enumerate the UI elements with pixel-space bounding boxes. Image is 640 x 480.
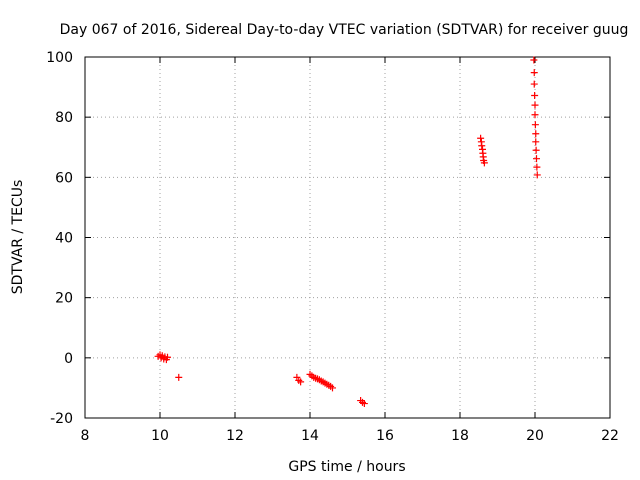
grid-lines <box>85 57 610 418</box>
data-point-marker <box>164 353 171 361</box>
x-tick-label: 10 <box>151 428 169 444</box>
y-tick-label: 20 <box>55 291 73 307</box>
y-tick-label: 80 <box>55 110 73 126</box>
data-point-marker <box>477 134 485 142</box>
y-tick-label: -20 <box>50 411 73 427</box>
x-tick-label: 22 <box>601 428 619 444</box>
data-point-marker <box>532 146 540 154</box>
data-point-marker <box>175 373 183 381</box>
data-points <box>154 56 541 408</box>
data-point-marker <box>480 159 488 167</box>
data-point-marker <box>531 111 539 119</box>
y-tick-label: 40 <box>55 231 73 247</box>
data-point-marker <box>530 56 538 64</box>
x-tick-label: 16 <box>376 428 394 444</box>
data-point-marker <box>533 155 540 163</box>
data-point-marker <box>478 142 486 150</box>
data-point-marker <box>531 121 539 129</box>
data-point-marker <box>532 130 540 138</box>
data-point-marker <box>360 400 368 408</box>
x-tick-label: 12 <box>226 428 244 444</box>
data-point-marker <box>531 101 539 109</box>
x-tick-label: 14 <box>301 428 319 444</box>
axis-ticks: 8 10 12 14 16 18 20 22 -20 0 20 40 60 80 100 <box>46 50 619 444</box>
data-point-marker <box>531 92 539 100</box>
x-tick-label: 18 <box>451 428 469 444</box>
data-point-marker <box>533 163 541 171</box>
data-point-marker <box>329 384 336 392</box>
data-point-marker <box>530 69 538 77</box>
y-tick-label: 100 <box>46 50 73 66</box>
data-point-marker <box>297 378 305 386</box>
x-tick-label: 20 <box>526 428 544 444</box>
data-point-marker <box>530 80 538 88</box>
data-point-marker <box>532 138 540 146</box>
data-point-marker <box>533 171 541 179</box>
y-tick-label: 60 <box>55 170 73 186</box>
y-axis-label: SDTVAR / TECUs <box>10 180 26 295</box>
plot-frame <box>84 56 611 419</box>
y-tick-label: 0 <box>64 351 73 367</box>
x-axis-label: GPS time / hours <box>288 459 405 475</box>
chart-title: Day 067 of 2016, Sidereal Day-to-day VTE… <box>60 22 629 38</box>
x-tick-label: 8 <box>81 428 90 444</box>
